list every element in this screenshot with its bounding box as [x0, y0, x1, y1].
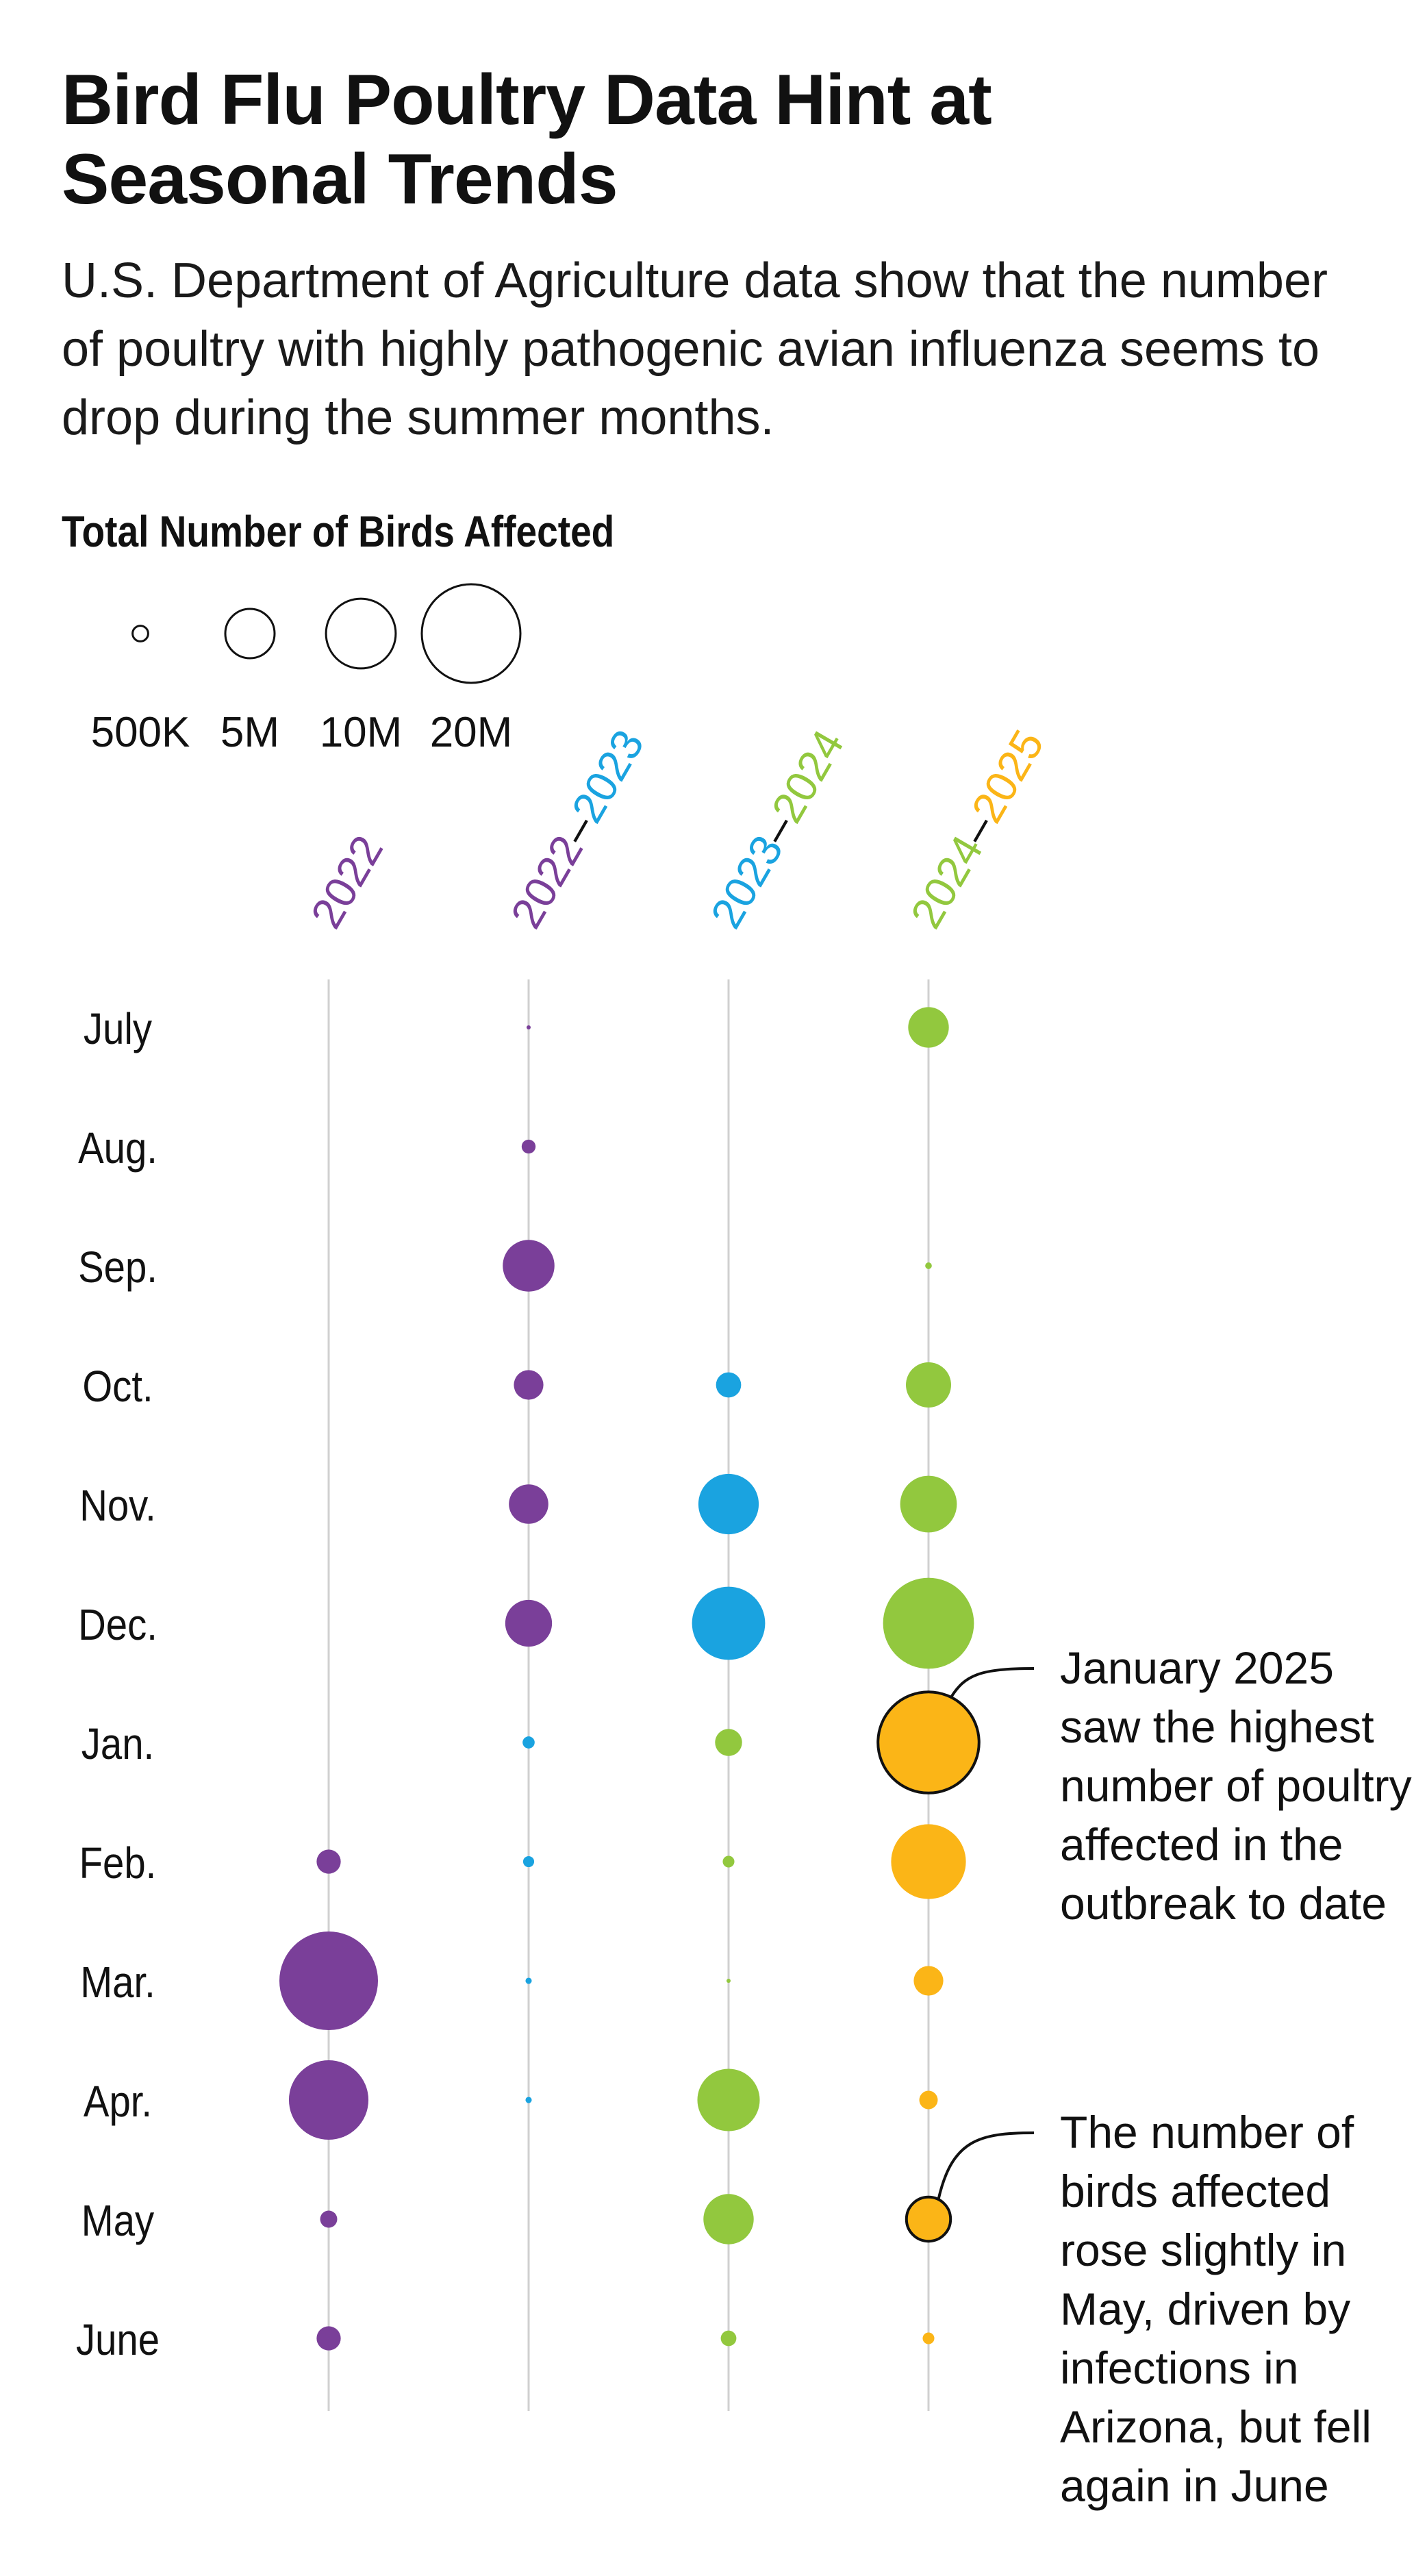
legend-circle-10m: [325, 597, 397, 670]
data-bubble: [514, 1370, 544, 1400]
chart-title: Bird Flu Poultry Data Hint at Seasonal T…: [62, 60, 992, 219]
data-bubble: [527, 1025, 531, 1029]
data-bubble: [906, 1362, 951, 1408]
legend-label-10m: 10M: [320, 709, 403, 756]
month-label: Nov.: [79, 1481, 156, 1530]
month-label: July: [84, 1004, 153, 1053]
data-bubble: [876, 1690, 981, 1795]
data-bubble: [900, 1475, 957, 1533]
data-bubble: [697, 2068, 760, 2131]
data-bubble: [525, 1977, 532, 1984]
data-bubble: [503, 1240, 555, 1292]
legend-circle-500k: [131, 625, 149, 642]
data-bubble: [692, 1586, 766, 1660]
data-bubble: [883, 1577, 974, 1669]
annotation-connector: [950, 1667, 1035, 1698]
data-bubble: [703, 2194, 754, 2244]
month-label: Oct.: [82, 1362, 153, 1411]
season-label: 2022–2023: [501, 722, 654, 936]
data-bubble: [925, 1262, 932, 1269]
season-label: 2023–2024: [701, 722, 854, 936]
annotation-january-2025: January 2025 saw the highest number of p…: [1060, 1642, 1412, 1929]
month-label: Dec.: [78, 1600, 157, 1649]
data-bubble: [919, 2090, 938, 2110]
data-bubble: [316, 1849, 341, 1874]
data-bubble: [722, 1855, 735, 1868]
month-label: May: [81, 2196, 155, 2245]
data-bubble: [521, 1139, 536, 1154]
data-bubble: [720, 2330, 737, 2347]
data-bubble: [316, 2326, 341, 2351]
data-bubble: [522, 1736, 535, 1749]
month-label: Feb.: [79, 1838, 157, 1888]
data-bubble: [509, 1484, 548, 1524]
data-bubble: [715, 1729, 742, 1756]
month-label: Jan.: [81, 1719, 154, 1768]
annotation-may-2025: The number of birds affected rose slight…: [1060, 2107, 1372, 2511]
month-label: June: [76, 2315, 160, 2364]
legend-label-500k: 500K: [91, 709, 190, 756]
data-bubble: [908, 1007, 949, 1048]
data-bubble: [698, 1473, 759, 1535]
month-label: Apr.: [84, 2077, 152, 2126]
data-bubble: [905, 2195, 952, 2243]
season-label-part: 2023: [562, 722, 654, 831]
annotation-connector: [937, 2131, 1035, 2200]
chart-subtitle: U.S. Department of Agriculture data show…: [62, 253, 1328, 445]
season-label: 2024–2025: [901, 722, 1054, 936]
data-bubble: [288, 2060, 369, 2140]
season-label: 2022: [301, 827, 393, 936]
season-label-part: 2025: [962, 722, 1054, 831]
month-label: Aug.: [78, 1123, 157, 1173]
month-label: Mar.: [80, 1958, 155, 2007]
data-bubble: [716, 1372, 742, 1398]
legend-label-20m: 20M: [430, 709, 513, 756]
season-label-part: 2024: [762, 722, 854, 831]
legend-circle-5m: [224, 608, 276, 660]
data-bubble: [913, 1966, 944, 1996]
data-bubble: [505, 1599, 553, 1647]
data-bubble: [522, 1855, 535, 1868]
season-label-part: 2022: [301, 827, 393, 936]
month-label: Sep.: [78, 1242, 157, 1292]
legend-circle-20m: [420, 583, 522, 684]
data-bubble: [525, 2097, 532, 2103]
data-bubble: [891, 1824, 966, 1899]
size-legend-title: Total Number of Birds Affected: [62, 507, 615, 556]
data-bubble: [922, 2332, 935, 2344]
legend-label-5m: 5M: [220, 709, 279, 756]
data-bubble: [320, 2210, 338, 2228]
data-bubble: [727, 1979, 731, 1983]
data-bubble: [279, 1931, 378, 2030]
